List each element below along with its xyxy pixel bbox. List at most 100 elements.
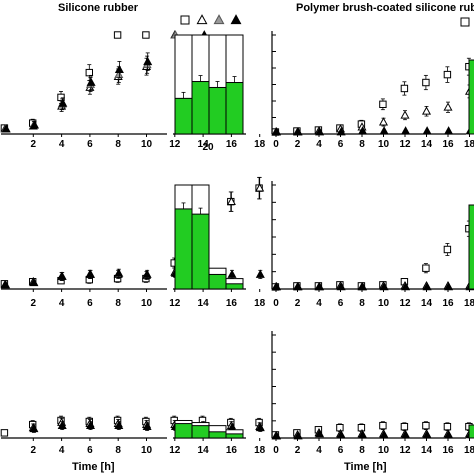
right-panel-title: Polymer brush-coated silicone rubber [296, 2, 474, 14]
x-tick-label: 2 [31, 139, 37, 150]
silicone-rubber-middle-bars [173, 184, 474, 290]
x-tick-label: 14 [198, 139, 210, 150]
left-x-axis-label: Time [h] [72, 461, 115, 473]
triangle-filled-marker [444, 126, 454, 135]
triangle-filled-marker [422, 282, 432, 291]
square-marker [400, 84, 409, 93]
x-tick-label: 0 [273, 445, 279, 456]
bar-green [191, 213, 210, 290]
bar-green [225, 82, 244, 135]
triangle-filled-marker [114, 268, 124, 277]
x-tick-label: 4 [316, 298, 322, 309]
series-square-open [0, 31, 150, 132]
x-tick-label: 8 [359, 298, 365, 309]
x-tick-label: 16 [226, 445, 238, 456]
x-tick-label: 6 [87, 139, 93, 150]
triangle-filled-marker [293, 282, 303, 291]
triangle-filled-marker [143, 56, 153, 66]
x-tick-label: 10 [141, 298, 153, 309]
triangle-filled-marker [336, 430, 346, 439]
x-tick-label: 8 [115, 139, 121, 150]
square-marker [460, 17, 470, 27]
triangle-filled-marker [358, 126, 368, 135]
x-tick-label: 4 [316, 445, 322, 456]
triangle-open-marker [378, 117, 389, 126]
x-tick-label: 18 [464, 139, 474, 150]
triangle-filled-marker [315, 282, 325, 291]
triangle-open-marker [400, 110, 410, 119]
square-marker [336, 424, 344, 432]
silicone-rubber-bottom-bars [173, 419, 474, 439]
triangle-filled-marker [142, 421, 152, 431]
brush-coated-bottom: 0 2 4 6 8 10 12 14 16 18 [271, 331, 474, 456]
triangle-filled-marker [272, 127, 282, 136]
triangle-filled-marker [444, 282, 454, 291]
triangle-filled-marker [1, 279, 11, 289]
x-tick-label: 8 [359, 139, 365, 150]
square-marker [0, 429, 9, 437]
clipped-bar [468, 59, 474, 135]
triangle-filled-marker [336, 282, 346, 291]
x-tick-label: 6 [87, 298, 93, 309]
triangle-filled-marker [422, 430, 432, 439]
x-tick-label: 4 [316, 139, 322, 150]
series-triangle-open [271, 427, 474, 440]
x-tick-label: 14 [198, 298, 210, 309]
triangle-filled-marker [58, 98, 68, 107]
x-tick-label: 8 [115, 298, 121, 309]
x-tick-label: 2 [31, 445, 37, 456]
x-tick-label: 18 [254, 139, 266, 150]
x-tick-label: 12 [399, 298, 411, 309]
triangle-filled-marker [401, 126, 411, 135]
x-tick-label: 16 [226, 139, 238, 150]
triangle-filled-marker [29, 277, 39, 287]
x-tick-label: 8 [359, 445, 365, 456]
triangle-filled-marker [358, 430, 368, 439]
square-marker [142, 31, 150, 39]
triangle-filled-marker [358, 282, 368, 291]
bar-green [174, 97, 193, 135]
x-tick-label: 18 [254, 445, 266, 456]
silicone-rubber-top: 2 4 6 8 10 12 14 16 18 [0, 30, 266, 150]
series-square-open [271, 57, 473, 136]
x-tick-label: 10 [378, 139, 390, 150]
square-marker [422, 264, 430, 272]
triangle-open-marker [443, 102, 453, 111]
triangle-filled-marker [255, 422, 265, 432]
triangle-open-marker [421, 106, 432, 115]
triangle-filled-marker [57, 420, 67, 430]
x-tick-label: 10 [141, 139, 153, 150]
square-marker [85, 68, 93, 77]
square-marker [379, 100, 387, 108]
series-square-open [271, 421, 473, 439]
triangle-open-marker [255, 183, 265, 192]
triangle-filled-marker [315, 127, 325, 136]
bar-category-label: 20 [202, 142, 214, 153]
triangle-filled-marker [379, 126, 389, 135]
x-tick-label: 12 [399, 139, 411, 150]
x-tick-label: 12 [169, 298, 181, 309]
bar-green [174, 423, 193, 439]
triangle-filled-marker [336, 127, 346, 136]
x-tick-label: 16 [442, 139, 454, 150]
triangle-gray-marker [213, 14, 225, 25]
square-marker [443, 422, 452, 431]
triangle-filled-marker [114, 420, 124, 430]
square-marker [443, 70, 452, 79]
triangle-filled-marker [444, 430, 454, 439]
bar-green [208, 273, 227, 290]
panels: 2 4 6 8 10 12 14 16 18 2 4 6 8 10 12 14 16 18 2 4 6 8 10 12 14 16… [0, 30, 474, 456]
x-tick-label: 10 [141, 445, 153, 456]
x-tick-label: 2 [31, 298, 37, 309]
square-marker [422, 78, 430, 87]
series-triangle-open [271, 84, 474, 136]
triangle-filled-marker [293, 431, 303, 440]
triangle-filled-marker [255, 269, 265, 278]
triangle-filled-marker [114, 64, 124, 74]
x-tick-label: 16 [442, 445, 454, 456]
x-tick-label: 18 [464, 298, 474, 309]
x-tick-label: 2 [295, 445, 301, 456]
bar-green [191, 425, 210, 439]
x-tick-label: 14 [421, 445, 433, 456]
